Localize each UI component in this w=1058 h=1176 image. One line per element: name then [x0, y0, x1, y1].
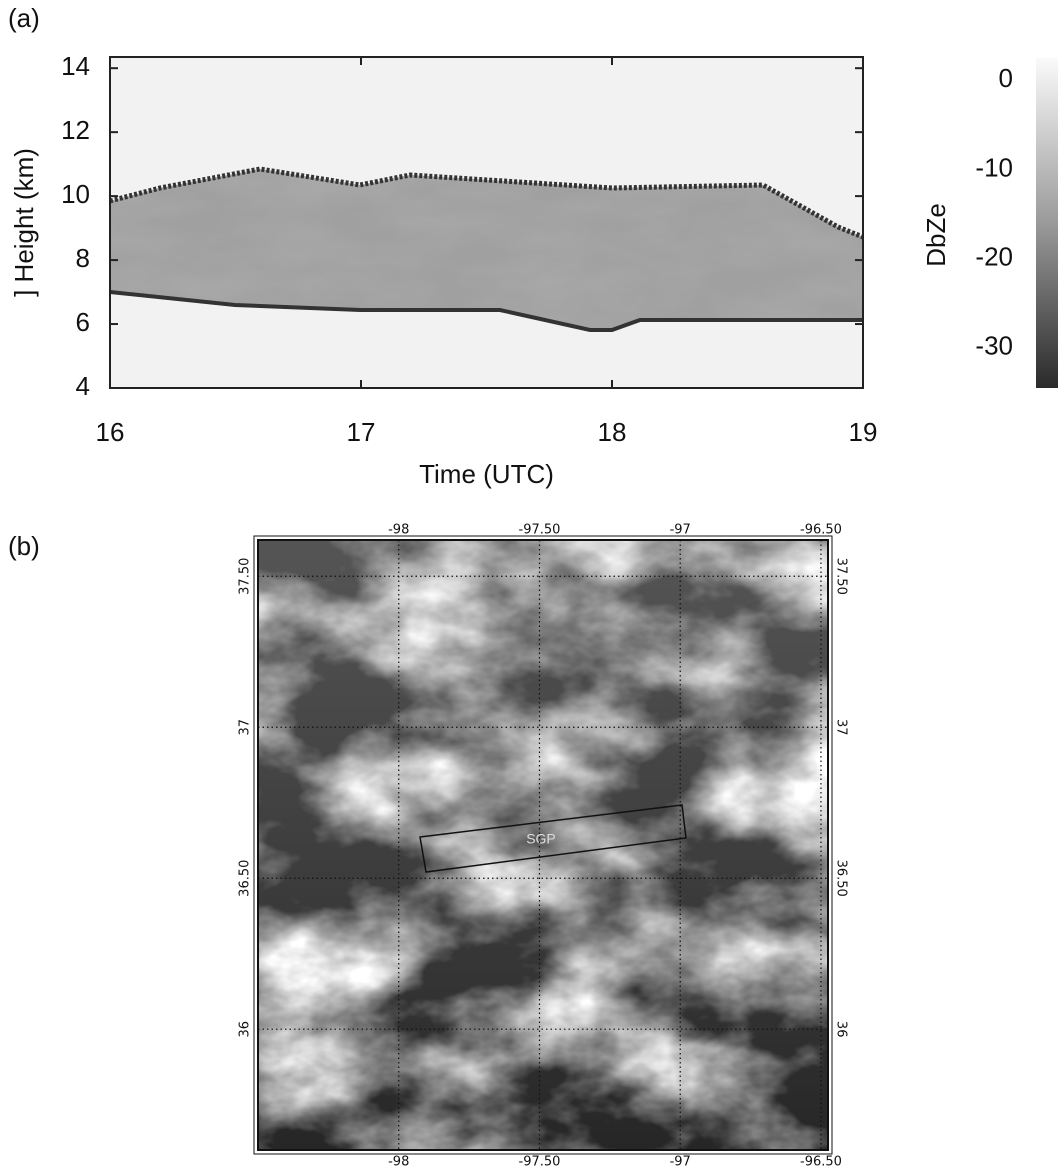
y-tick-label: 36.50 [238, 860, 253, 897]
cloud-base-edge [109, 290, 863, 332]
y-tick-label: 36 [834, 1021, 849, 1038]
colorbar [1036, 58, 1058, 388]
y-tick-label: 12 [61, 115, 90, 145]
y-tick-label: 6 [76, 307, 90, 337]
x-tick-label: 16 [96, 417, 125, 447]
x-tick-label: 17 [347, 417, 376, 447]
x-tick-label: -97 [670, 523, 691, 538]
x-tick-label: -97.50 [519, 523, 561, 538]
y-tick-label: 8 [76, 243, 90, 273]
x-axis-label: Time (UTC) [419, 459, 554, 489]
y-tick-label: 36.50 [834, 860, 849, 897]
plot-frame [109, 56, 864, 389]
colorbar-tick-label: -30 [975, 331, 1013, 361]
colorbar-label: DbZe [921, 203, 951, 267]
colorbar-tick-label: -20 [975, 242, 1013, 272]
sgp-box [419, 804, 687, 873]
y-tick-label: 37.50 [238, 558, 253, 595]
satellite-image [258, 540, 828, 1150]
y-tick-label: 37.50 [834, 558, 849, 595]
x-tick-label: -97.50 [519, 1155, 561, 1170]
x-tick-label: -98 [388, 1155, 409, 1170]
y-tick-label: 4 [76, 371, 90, 401]
cloud-top-edge [109, 166, 864, 240]
y-tick-label: 36 [238, 1021, 253, 1038]
panel-label: (b) [8, 531, 40, 561]
map-frame [257, 539, 829, 1151]
y-tick-label: 10 [61, 179, 90, 209]
y-tick-label: 14 [61, 51, 90, 81]
x-tick-label: -96.50 [800, 1155, 842, 1170]
colorbar-tick-label: 0 [999, 63, 1013, 93]
colorbar-tick-label: -10 [975, 152, 1013, 182]
x-tick-label: -97 [670, 1155, 691, 1170]
y-axis-label: ] Height (km) [9, 148, 39, 297]
x-tick-label: 19 [849, 417, 878, 447]
x-tick-label: -96.50 [800, 523, 842, 538]
y-tick-label: 37 [238, 719, 253, 736]
cloud-band [110, 169, 863, 330]
panel-label: (a) [8, 3, 40, 33]
x-tick-label: -98 [388, 523, 409, 538]
x-tick-label: 18 [598, 417, 627, 447]
y-tick-label: 37 [834, 719, 849, 736]
map-outer-frame [253, 535, 833, 1155]
sgp-label: SGP [526, 831, 556, 847]
